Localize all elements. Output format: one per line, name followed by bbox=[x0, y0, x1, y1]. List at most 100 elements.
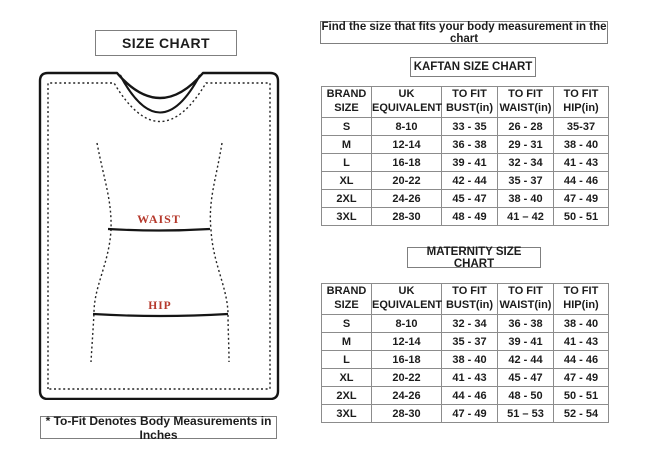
waist-line bbox=[107, 227, 211, 232]
column-header: TO FIT WAIST(in) bbox=[497, 283, 554, 315]
column-header: TO FIT HIP(in) bbox=[553, 86, 609, 118]
table-cell: 35 - 37 bbox=[441, 332, 498, 351]
table-cell: 47 - 49 bbox=[553, 368, 609, 387]
body-silhouette-left bbox=[90, 142, 112, 363]
table-row: 3XL 28-30 47 - 49 51 – 53 52 - 54 bbox=[321, 404, 609, 423]
kaftan-table-title: KAFTAN SIZE CHART bbox=[410, 57, 536, 77]
column-header: TO FIT BUST(in) bbox=[441, 283, 498, 315]
table-header-row: BRAND SIZE UK EQUIVALENT TO FIT BUST(in) TO… bbox=[321, 283, 609, 315]
kaftan-garment-diagram: WAIST HIP bbox=[38, 71, 280, 400]
table-cell: 8-10 bbox=[371, 314, 442, 333]
table-cell: 48 - 50 bbox=[497, 386, 554, 405]
table-cell: 42 - 44 bbox=[497, 350, 554, 369]
table-cell: XL bbox=[321, 368, 372, 387]
table-cell: 35-37 bbox=[553, 117, 609, 136]
table-cell: 41 - 43 bbox=[553, 332, 609, 351]
table-cell: 28-30 bbox=[371, 207, 442, 226]
table-cell: 12-14 bbox=[371, 332, 442, 351]
table-cell: 52 - 54 bbox=[553, 404, 609, 423]
table-cell: 2XL bbox=[321, 386, 372, 405]
table-cell: XL bbox=[321, 171, 372, 190]
table-cell: 2XL bbox=[321, 189, 372, 208]
table-cell: 50 - 51 bbox=[553, 386, 609, 405]
column-header: BRAND SIZE bbox=[321, 283, 372, 315]
garment-outline bbox=[38, 71, 280, 400]
table-cell: 38 - 40 bbox=[553, 135, 609, 154]
table-cell: 44 - 46 bbox=[553, 171, 609, 190]
table-row: M 12-14 36 - 38 29 - 31 38 - 40 bbox=[321, 135, 609, 154]
table-cell: 38 - 40 bbox=[497, 189, 554, 208]
body-silhouette-right bbox=[209, 142, 230, 363]
table-cell: 20-22 bbox=[371, 171, 442, 190]
table-cell: 29 - 31 bbox=[497, 135, 554, 154]
table-cell: 36 - 38 bbox=[497, 314, 554, 333]
table-cell: 20-22 bbox=[371, 368, 442, 387]
table-cell: 8-10 bbox=[371, 117, 442, 136]
table-cell: 32 - 34 bbox=[497, 153, 554, 172]
table-row: XL 20-22 41 - 43 45 - 47 47 - 49 bbox=[321, 368, 609, 387]
table-cell: 12-14 bbox=[371, 135, 442, 154]
stitch-border-dotted bbox=[47, 82, 271, 390]
footnote: * To-Fit Denotes Body Measurements in In… bbox=[40, 414, 277, 442]
table-cell: 36 - 38 bbox=[441, 135, 498, 154]
table-cell: 47 - 49 bbox=[553, 189, 609, 208]
maternity-size-table: BRAND SIZE UK EQUIVALENT TO FIT BUST(in) TO… bbox=[321, 283, 609, 423]
table-row: 2XL 24-26 44 - 46 48 - 50 50 - 51 bbox=[321, 386, 609, 405]
table-cell: L bbox=[321, 153, 372, 172]
table-row: 2XL 24-26 45 - 47 38 - 40 47 - 49 bbox=[321, 189, 609, 208]
table-cell: 24-26 bbox=[371, 189, 442, 208]
hip-label: HIP bbox=[148, 300, 171, 312]
table-row: XL 20-22 42 - 44 35 - 37 44 - 46 bbox=[321, 171, 609, 190]
table-cell: 38 - 40 bbox=[553, 314, 609, 333]
column-header: TO FIT BUST(in) bbox=[441, 86, 498, 118]
kaftan-size-table: BRAND SIZE UK EQUIVALENT TO FIT BUST(in) TO… bbox=[321, 86, 609, 226]
table-row: L 16-18 39 - 41 32 - 34 41 - 43 bbox=[321, 153, 609, 172]
table-cell: 44 - 46 bbox=[441, 386, 498, 405]
neckline-inner-curve bbox=[119, 74, 201, 114]
table-cell: 51 – 53 bbox=[497, 404, 554, 423]
table-cell: 26 - 28 bbox=[497, 117, 554, 136]
hip-line bbox=[92, 312, 229, 318]
table-row: S 8-10 32 - 34 36 - 38 38 - 40 bbox=[321, 314, 609, 333]
table-cell: 39 - 41 bbox=[441, 153, 498, 172]
table-cell: 47 - 49 bbox=[441, 404, 498, 423]
column-header: TO FIT HIP(in) bbox=[553, 283, 609, 315]
column-header: UK EQUIVALENT bbox=[371, 283, 442, 315]
table-cell: S bbox=[321, 314, 372, 333]
table-cell: L bbox=[321, 350, 372, 369]
waist-label: WAIST bbox=[137, 212, 181, 226]
table-cell: 39 - 41 bbox=[497, 332, 554, 351]
table-cell: 33 - 35 bbox=[441, 117, 498, 136]
table-row: L 16-18 38 - 40 42 - 44 44 - 46 bbox=[321, 350, 609, 369]
table-row: 3XL 28-30 48 - 49 41 – 42 50 - 51 bbox=[321, 207, 609, 226]
table-cell: 35 - 37 bbox=[497, 171, 554, 190]
table-cell: 41 – 42 bbox=[497, 207, 554, 226]
table-cell: 42 - 44 bbox=[441, 171, 498, 190]
table-cell: 3XL bbox=[321, 404, 372, 423]
table-cell: 48 - 49 bbox=[441, 207, 498, 226]
table-cell: 24-26 bbox=[371, 386, 442, 405]
column-header: TO FIT WAIST(in) bbox=[497, 86, 554, 118]
table-cell: 50 - 51 bbox=[553, 207, 609, 226]
table-header-row: BRAND SIZE UK EQUIVALENT TO FIT BUST(in) TO… bbox=[321, 86, 609, 118]
instruction-banner: Find the size that fits your body measur… bbox=[320, 20, 608, 45]
table-cell: 44 - 46 bbox=[553, 350, 609, 369]
table-cell: 41 - 43 bbox=[441, 368, 498, 387]
column-header: UK EQUIVALENT bbox=[371, 86, 442, 118]
table-cell: 3XL bbox=[321, 207, 372, 226]
maternity-table-title: MATERNITY SIZE CHART bbox=[407, 246, 541, 270]
table-cell: S bbox=[321, 117, 372, 136]
table-row: S 8-10 33 - 35 26 - 28 35-37 bbox=[321, 117, 609, 136]
table-cell: 16-18 bbox=[371, 350, 442, 369]
table-cell: 45 - 47 bbox=[441, 189, 498, 208]
table-cell: M bbox=[321, 135, 372, 154]
table-cell: 41 - 43 bbox=[553, 153, 609, 172]
table-row: M 12-14 35 - 37 39 - 41 41 - 43 bbox=[321, 332, 609, 351]
column-header: BRAND SIZE bbox=[321, 86, 372, 118]
table-cell: 28-30 bbox=[371, 404, 442, 423]
table-cell: 38 - 40 bbox=[441, 350, 498, 369]
table-cell: M bbox=[321, 332, 372, 351]
table-cell: 32 - 34 bbox=[441, 314, 498, 333]
table-cell: 45 - 47 bbox=[497, 368, 554, 387]
